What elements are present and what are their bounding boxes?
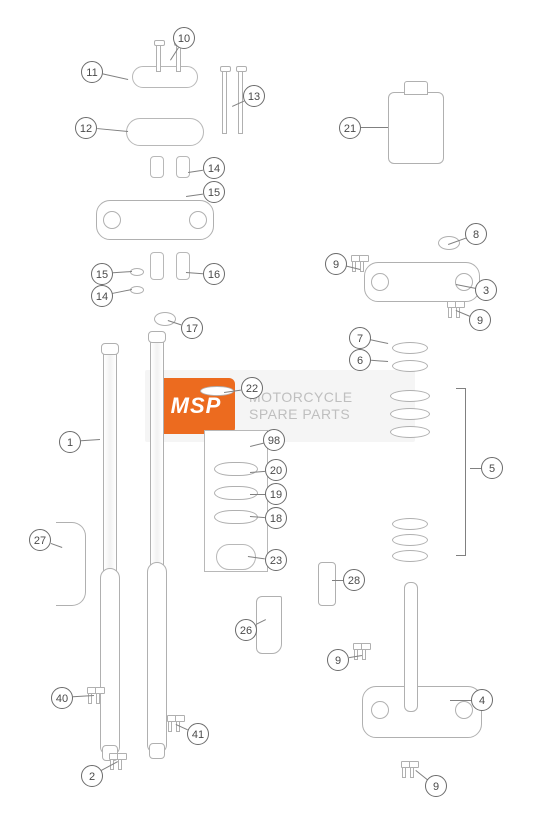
handlebar-clamp-lower [126, 118, 204, 146]
leader-line [103, 73, 128, 80]
leader-line [113, 289, 132, 294]
upper-triple-clamp-left [96, 200, 214, 240]
leader-line [371, 360, 388, 362]
bushing [150, 156, 164, 178]
leader-line [361, 127, 388, 128]
leader-line [371, 339, 388, 344]
leader-line [250, 494, 265, 495]
callout-15: 15 [91, 263, 113, 285]
bearing-set-bracket [456, 388, 466, 556]
fork-oil-bottle [388, 92, 444, 164]
fork-cap [148, 331, 166, 343]
callout-27: 27 [29, 529, 51, 551]
fork-cap [101, 343, 119, 355]
washer [130, 286, 144, 294]
diagram-canvas: MSP MOTORCYCLE SPARE PARTS [0, 0, 542, 818]
callout-22: 22 [241, 377, 263, 399]
bushing [176, 252, 190, 280]
seal-ring [214, 462, 258, 476]
callout-13: 13 [243, 85, 265, 107]
leader-line [113, 271, 132, 273]
bearing-ring [392, 550, 428, 562]
callout-6: 6 [349, 349, 371, 371]
fork-protector [56, 522, 86, 606]
clamp-hole [455, 273, 473, 291]
lower-triple-clamp [362, 686, 482, 738]
leader-line [97, 128, 128, 132]
bearing-ring [390, 408, 430, 420]
bearing-ring [392, 342, 428, 354]
callout-15: 15 [203, 181, 225, 203]
clamp-hole [103, 211, 121, 229]
callout-20: 20 [265, 459, 287, 481]
bearing-ring [390, 426, 430, 438]
bolt [222, 70, 227, 134]
callout-2: 2 [81, 765, 103, 787]
leader-line [450, 700, 471, 701]
callout-21: 21 [339, 117, 361, 139]
callout-5: 5 [481, 457, 503, 479]
brake-line-guide [256, 596, 282, 654]
callout-3: 3 [475, 279, 497, 301]
fork-lower [100, 568, 120, 755]
callout-12: 12 [75, 117, 97, 139]
upper-triple-clamp-right [364, 262, 480, 302]
callout-26: 26 [235, 619, 257, 641]
steering-stem [404, 582, 418, 712]
callout-1: 1 [59, 431, 81, 453]
leader-line [186, 194, 203, 197]
watermark-line2: SPARE PARTS [249, 406, 353, 424]
bolt [156, 44, 161, 72]
bearing-ring [392, 360, 428, 372]
clamp-hole [371, 273, 389, 291]
bearing-ring [390, 390, 430, 402]
bottle-cap [404, 81, 428, 95]
leader-line [188, 170, 203, 173]
callout-9: 9 [425, 775, 447, 797]
leader-line [332, 580, 343, 581]
seal-ring [214, 486, 258, 500]
bushing [176, 156, 190, 178]
washer [130, 268, 144, 276]
fork-lower [147, 562, 167, 753]
callout-41: 41 [187, 723, 209, 745]
watermark-text: MOTORCYCLE SPARE PARTS [249, 389, 353, 424]
callout-40: 40 [51, 687, 73, 709]
callout-17: 17 [181, 317, 203, 339]
callout-7: 7 [349, 327, 371, 349]
callout-18: 18 [265, 507, 287, 529]
callout-19: 19 [265, 483, 287, 505]
callout-23: 23 [265, 549, 287, 571]
callout-9: 9 [325, 253, 347, 275]
fork-leg-left [103, 348, 117, 756]
watermark-badge-label: MSP [171, 393, 222, 419]
callout-14: 14 [91, 285, 113, 307]
callout-16: 16 [203, 263, 225, 285]
leader-line [415, 770, 427, 780]
leader-line [470, 468, 481, 469]
callout-4: 4 [471, 689, 493, 711]
callout-98: 98 [263, 429, 285, 451]
handlebar-clamp-upper [132, 66, 198, 88]
fork-foot [149, 743, 165, 759]
callout-9: 9 [327, 649, 349, 671]
callout-14: 14 [203, 157, 225, 179]
clamp-hole [371, 701, 389, 719]
callout-8: 8 [465, 223, 487, 245]
clamp-hole [189, 211, 207, 229]
bearing-ring [392, 534, 428, 546]
watermark-line1: MOTORCYCLE [249, 389, 353, 407]
cable-guide-chip [318, 562, 336, 606]
callout-28: 28 [343, 569, 365, 591]
callout-10: 10 [173, 27, 195, 49]
fork-leg-right [150, 336, 164, 754]
callout-11: 11 [81, 61, 103, 83]
leader-line [81, 439, 100, 441]
clamp-nut [154, 312, 176, 326]
clamp-hole [455, 701, 473, 719]
bearing-ring [392, 518, 428, 530]
bushing [150, 252, 164, 280]
callout-9: 9 [469, 309, 491, 331]
